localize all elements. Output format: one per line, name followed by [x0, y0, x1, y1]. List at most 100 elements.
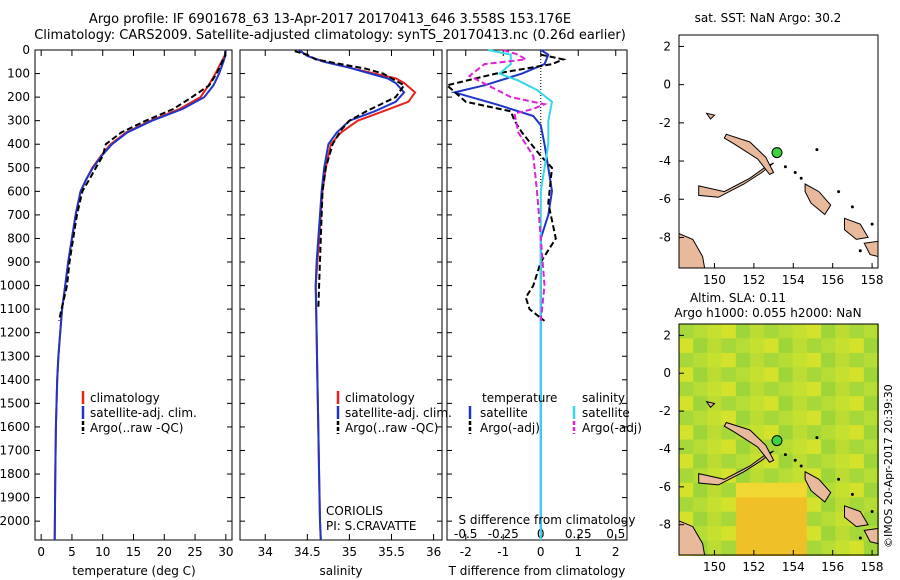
- land-mass: [723, 133, 775, 176]
- lon-tick-label: 152: [742, 560, 765, 574]
- legend-t-argo-label: Argo(-adj): [480, 421, 540, 435]
- sla-cell: [679, 468, 695, 484]
- sla-cell: [750, 352, 766, 369]
- sla-cell: [735, 352, 752, 369]
- legend-argo-label: Argo(..raw -QC): [90, 421, 183, 435]
- lon-tick-label: 158: [861, 273, 884, 287]
- legend-climatology-label: climatology: [90, 391, 160, 405]
- island: [837, 190, 841, 194]
- sla-cell: [849, 482, 865, 499]
- sla-cell: [764, 540, 780, 556]
- s-tick-label: 0.5: [606, 527, 625, 541]
- sla-cell: [750, 338, 766, 354]
- sla-cell: [707, 526, 723, 542]
- sla-cell: [693, 367, 709, 383]
- x-tick-label: 30: [218, 545, 233, 559]
- sla-cell: [835, 352, 851, 369]
- sla-cell: [821, 410, 837, 426]
- sla-cell: [863, 540, 879, 556]
- y-tick-label: 700: [7, 208, 30, 222]
- sla-cell: [679, 497, 695, 513]
- x-tick-label: 15: [126, 545, 141, 559]
- sla-cell: [863, 338, 879, 354]
- sla-cell: [693, 511, 709, 528]
- sla-cell: [707, 324, 723, 340]
- sla-cell: [835, 425, 851, 441]
- sla-cell: [679, 439, 695, 455]
- sla-cell: [806, 410, 823, 426]
- sla-cell: [735, 497, 752, 513]
- sla-cell: [849, 367, 865, 383]
- sla-cell: [806, 338, 823, 354]
- sla-cell: [693, 497, 709, 513]
- sla-cell: [721, 439, 737, 455]
- sla-cell: [707, 453, 723, 470]
- sla-cell: [679, 324, 695, 340]
- sla-cell: [849, 468, 865, 484]
- y-tick-label: 500: [7, 161, 30, 175]
- s-tick-label: -0.25: [488, 527, 519, 541]
- x-tick-label: 2: [612, 545, 620, 559]
- sla-cell: [863, 439, 879, 455]
- sst-map-title: sat. SST: NaN Argo: 30.2: [695, 11, 842, 25]
- x-tick-label: 25: [187, 545, 202, 559]
- sla-cell: [821, 396, 837, 412]
- sla-cell: [721, 526, 737, 542]
- sla-cell: [707, 511, 723, 528]
- y-tick-label: 1600: [0, 420, 30, 434]
- temperature-x-label: temperature (deg C): [72, 564, 195, 578]
- sla-cell: [821, 540, 837, 556]
- sla-cell: [863, 482, 879, 499]
- sla-cell: [693, 425, 709, 441]
- sla-cell: [849, 324, 865, 340]
- sla-cell: [735, 540, 752, 556]
- sla-cell: [806, 439, 823, 455]
- difference-plot: -2 -1 0 1 2-0.5 -0.25 0 0.25 0.5: [444, 49, 627, 559]
- sla-cell: [707, 425, 723, 441]
- sla-cell: [721, 540, 737, 556]
- sla-cell: [778, 482, 794, 499]
- y-tick-label: 800: [7, 231, 30, 245]
- sla-cell: [764, 511, 780, 528]
- sla-cell: [792, 497, 808, 513]
- y-tick-label: 2000: [0, 514, 30, 528]
- sla-cell: [835, 381, 851, 398]
- sla-cell: [835, 338, 851, 354]
- sla-cell: [849, 439, 865, 455]
- x-tick-label: 35.5: [378, 545, 405, 559]
- sla-cell: [863, 468, 879, 484]
- sla-cell: [792, 468, 808, 484]
- island: [858, 536, 862, 540]
- sla-cell: [693, 453, 709, 470]
- x-tick-label: 34: [258, 545, 273, 559]
- sla-cell: [792, 482, 808, 499]
- t-difference-x-label: T difference from climatology: [448, 564, 626, 578]
- sla-cell: [792, 540, 808, 556]
- sla-cell: [821, 439, 837, 455]
- difference-legend: temperature satellite Argo(-adj) salinit…: [468, 391, 642, 435]
- sla-cell: [721, 482, 737, 499]
- sla-cell: [849, 453, 865, 470]
- sla-cell: [792, 367, 808, 383]
- sla-cell: [821, 453, 837, 470]
- sla-cell: [778, 511, 794, 528]
- sla-cell: [835, 324, 851, 340]
- sla-cell: [679, 396, 695, 412]
- sla-cell: [835, 468, 851, 484]
- lat-tick-label: -8: [659, 518, 671, 532]
- legend-argo-label: Argo(..raw -QC): [345, 421, 438, 435]
- sla-cell: [764, 526, 780, 542]
- salinity-axes: [239, 49, 443, 541]
- island: [799, 176, 803, 180]
- s-difference-x-label: S difference from climatology: [459, 513, 636, 527]
- sla-cell: [821, 352, 837, 369]
- series-argo: [58, 51, 227, 322]
- lat-tick-label: 2: [663, 39, 671, 53]
- sla-cell: [863, 497, 879, 513]
- sla-cell: [707, 381, 723, 398]
- sla-cell: [693, 439, 709, 455]
- series-argo: [294, 50, 406, 310]
- sla-cell: [806, 324, 823, 340]
- sla-cell: [735, 410, 752, 426]
- sla-map-title-line-1: Altim. SLA: 0.11: [690, 291, 786, 305]
